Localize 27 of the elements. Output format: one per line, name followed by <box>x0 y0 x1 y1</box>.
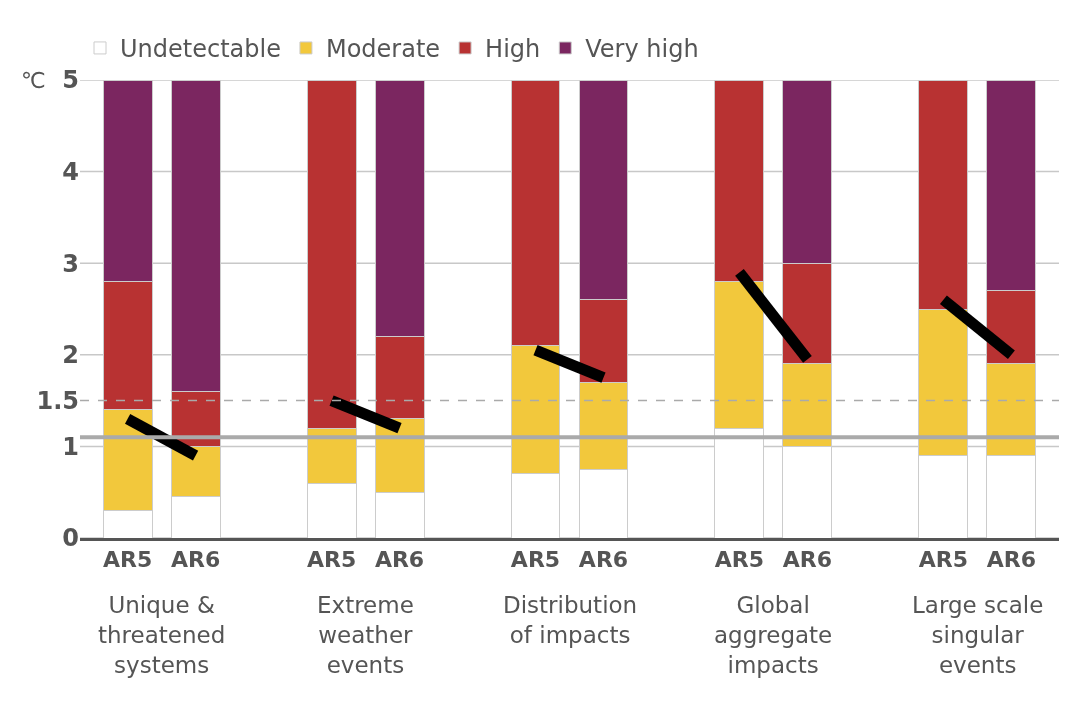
x-tick-label: AR6 <box>374 547 425 573</box>
text: Large scale singular events <box>912 592 1044 678</box>
x-tick-label: AR6 <box>986 547 1037 573</box>
x-tick-label: AR6 <box>170 547 221 573</box>
y-tick-label: 2 <box>62 341 79 370</box>
y-axis-title: ℃ <box>21 68 46 93</box>
y-tick-label: 0 <box>62 524 79 553</box>
y-tick-label: 5 <box>62 66 79 95</box>
text: Global aggregate impacts <box>714 592 833 678</box>
legend-label: High <box>485 35 541 64</box>
text: Extreme weather events <box>317 592 414 678</box>
x-tick-label: AR5 <box>510 547 561 573</box>
y-tick-label: 1.5 <box>36 387 79 415</box>
y-tick-label: 4 <box>62 158 79 186</box>
y-tick-label: 3 <box>62 249 79 278</box>
x-tick-label: AR5 <box>918 547 969 573</box>
x-tick-label: AR6 <box>782 547 833 573</box>
text: Distribution of impacts <box>503 592 638 648</box>
x-tick-label: AR5 <box>102 547 153 573</box>
legend-label: Very high <box>585 35 699 64</box>
x-tick-label: AR6 <box>578 547 629 573</box>
x-tick-label: AR5 <box>306 547 357 573</box>
text: Unique & threatened systems <box>98 592 226 678</box>
legend-label: Undetectable <box>120 35 281 64</box>
x-tick-label: AR5 <box>714 547 765 573</box>
y-tick-label: 1 <box>62 432 79 461</box>
legend-label: Moderate <box>325 35 441 64</box>
